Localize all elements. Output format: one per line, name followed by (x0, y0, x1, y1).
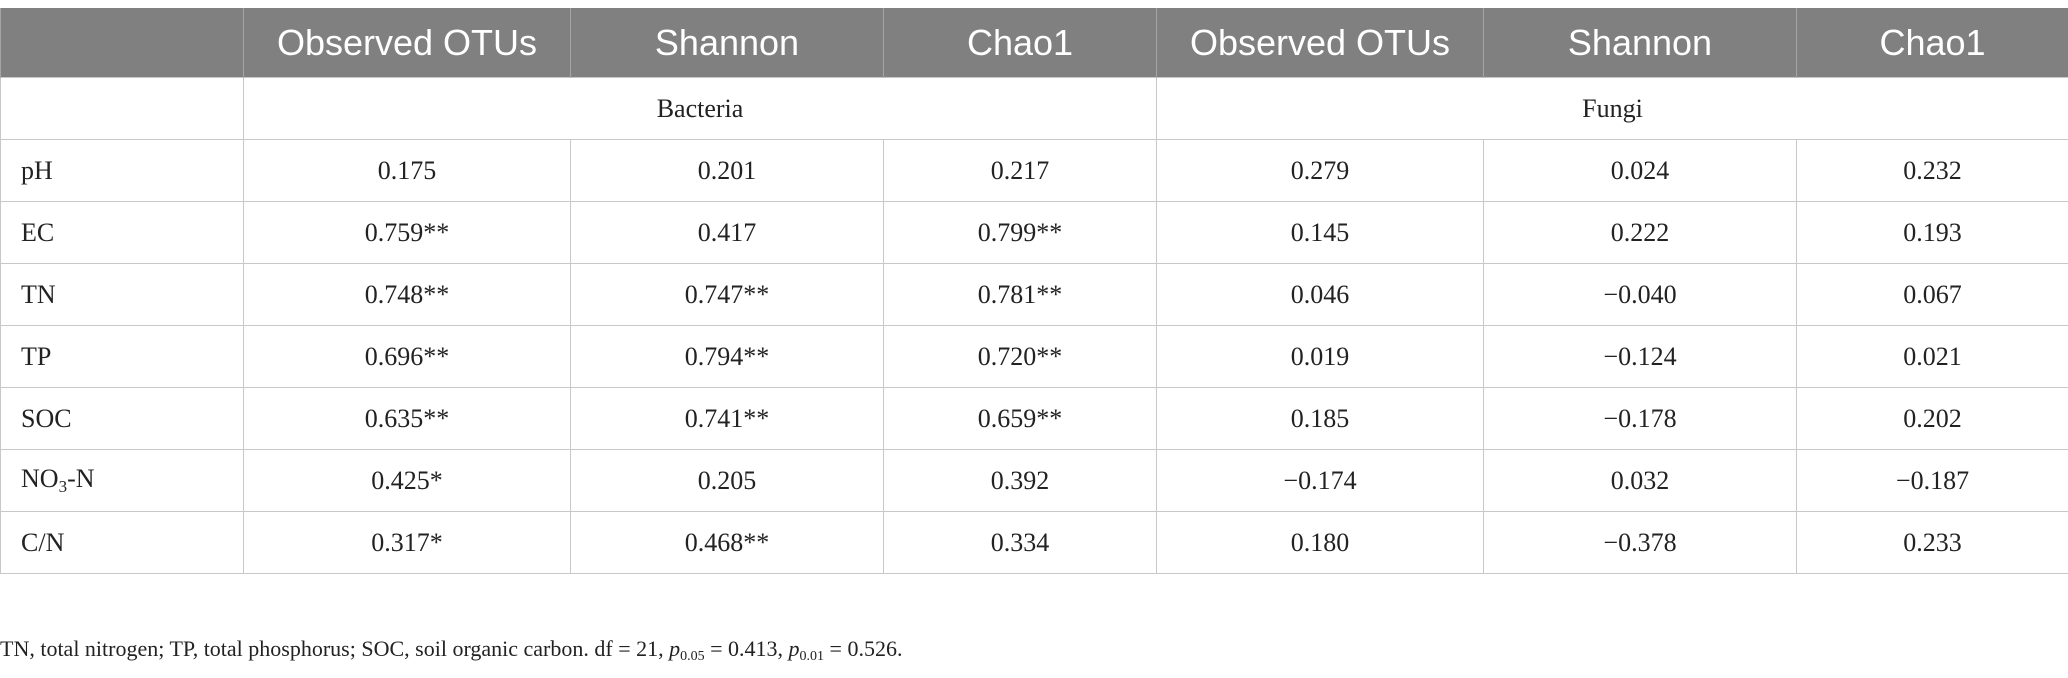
table-cell: 0.205 (570, 449, 884, 512)
header-row: Observed OTUs Shannon Chao1 Observed OTU… (0, 8, 2068, 78)
table-cell: 0.175 (243, 139, 571, 202)
row-label: SOC (0, 387, 244, 450)
table-row: TP 0.696** 0.794** 0.720** 0.019 −0.124 0.021 (0, 325, 2068, 388)
table-cell: 0.024 (1483, 139, 1797, 202)
table-cell: 0.392 (883, 449, 1157, 512)
table-cell: 0.180 (1156, 511, 1484, 574)
table-cell: 0.759** (243, 201, 571, 264)
row-label-text: SOC (21, 403, 72, 433)
footnote-p2-subscript: 0.01 (799, 649, 825, 664)
footnote-text: TN, total nitrogen; TP, total phosphorus… (0, 636, 670, 661)
table-cell: −0.124 (1483, 325, 1797, 388)
table-cell: 0.781** (883, 263, 1157, 326)
table-cell: −0.040 (1483, 263, 1797, 326)
header-cell-chao1-bacteria: Chao1 (883, 8, 1157, 78)
row-label: C/N (0, 511, 244, 574)
row-label-text: NO (21, 464, 59, 493)
table-cell: 0.659** (883, 387, 1157, 450)
table-cell: −0.178 (1483, 387, 1797, 450)
table-cell: 0.334 (883, 511, 1157, 574)
table-container: Observed OTUs Shannon Chao1 Observed OTU… (0, 8, 2068, 574)
row-label-text: C/N (21, 527, 65, 557)
table-cell: 0.201 (570, 139, 884, 202)
row-label: pH (0, 139, 244, 202)
correlation-table: Observed OTUs Shannon Chao1 Observed OTU… (0, 8, 2068, 574)
table-cell: 0.741** (570, 387, 884, 450)
header-cell-chao1-fungi: Chao1 (1796, 8, 2068, 78)
table-cell: 0.696** (243, 325, 571, 388)
table-cell: 0.468** (570, 511, 884, 574)
table-cell: −0.174 (1156, 449, 1484, 512)
footnote-p1-subscript: 0.05 (680, 649, 705, 664)
footnote-p1-value: = 0.413, (704, 636, 789, 661)
table-row: NO3-N 0.425* 0.205 0.392 −0.174 0.032 −0.187 (0, 449, 2068, 512)
table-cell: 0.799** (883, 201, 1157, 264)
table-cell: 0.417 (570, 201, 884, 264)
row-label-text: EC (21, 217, 55, 247)
row-label: EC (0, 201, 244, 264)
table-cell: 0.032 (1483, 449, 1797, 512)
table-cell: 0.046 (1156, 263, 1484, 326)
group-label-bacteria: Bacteria (243, 77, 1157, 140)
table-cell: 0.317* (243, 511, 571, 574)
table-cell: 0.794** (570, 325, 884, 388)
group-cell-blank (0, 77, 244, 140)
table-cell: 0.067 (1796, 263, 2068, 326)
table-cell: 0.635** (243, 387, 571, 450)
footnote-p-symbol-2: p (788, 636, 800, 661)
header-cell-observed-otus-bacteria: Observed OTUs (243, 8, 571, 78)
row-label-text: TP (21, 341, 52, 371)
row-label-text: TN (21, 279, 56, 309)
table-footnote: TN, total nitrogen; TP, total phosphorus… (0, 636, 902, 665)
header-cell-blank (0, 8, 244, 78)
table-cell: −0.378 (1483, 511, 1797, 574)
table-cell: 0.233 (1796, 511, 2068, 574)
header-cell-observed-otus-fungi: Observed OTUs (1156, 8, 1484, 78)
row-label-subscript: 3 (58, 477, 68, 496)
header-cell-shannon-fungi: Shannon (1483, 8, 1797, 78)
table-cell: 0.145 (1156, 201, 1484, 264)
table-row: SOC 0.635** 0.741** 0.659** 0.185 −0.178 0.202 (0, 387, 2068, 450)
table-cell: 0.720** (883, 325, 1157, 388)
footnote-p2-value: = 0.526. (824, 636, 903, 661)
table-cell: 0.021 (1796, 325, 2068, 388)
table-cell: 0.019 (1156, 325, 1484, 388)
table-cell: −0.187 (1796, 449, 2068, 512)
table-row: TN 0.748** 0.747** 0.781** 0.046 −0.040 0.067 (0, 263, 2068, 326)
table-cell: 0.279 (1156, 139, 1484, 202)
table-row: pH 0.175 0.201 0.217 0.279 0.024 0.232 (0, 139, 2068, 202)
table-cell: 0.425* (243, 449, 571, 512)
table-cell: 0.193 (1796, 201, 2068, 264)
table-row: EC 0.759** 0.417 0.799** 0.145 0.222 0.193 (0, 201, 2068, 264)
row-label-suffix: -N (67, 464, 95, 493)
row-label: TP (0, 325, 244, 388)
table-cell: 0.185 (1156, 387, 1484, 450)
group-row: Bacteria Fungi (0, 77, 2068, 140)
table-cell: 0.747** (570, 263, 884, 326)
header-cell-shannon-bacteria: Shannon (570, 8, 884, 78)
table-cell: 0.232 (1796, 139, 2068, 202)
row-label: TN (0, 263, 244, 326)
row-label: NO3-N (0, 449, 244, 512)
table-row: C/N 0.317* 0.468** 0.334 0.180 −0.378 0.233 (0, 511, 2068, 574)
row-label-text: pH (21, 155, 53, 185)
table-cell: 0.202 (1796, 387, 2068, 450)
footnote-p-symbol-1: p (669, 636, 681, 661)
table-cell: 0.222 (1483, 201, 1797, 264)
group-label-fungi: Fungi (1156, 77, 2068, 140)
table-cell: 0.748** (243, 263, 571, 326)
table-cell: 0.217 (883, 139, 1157, 202)
